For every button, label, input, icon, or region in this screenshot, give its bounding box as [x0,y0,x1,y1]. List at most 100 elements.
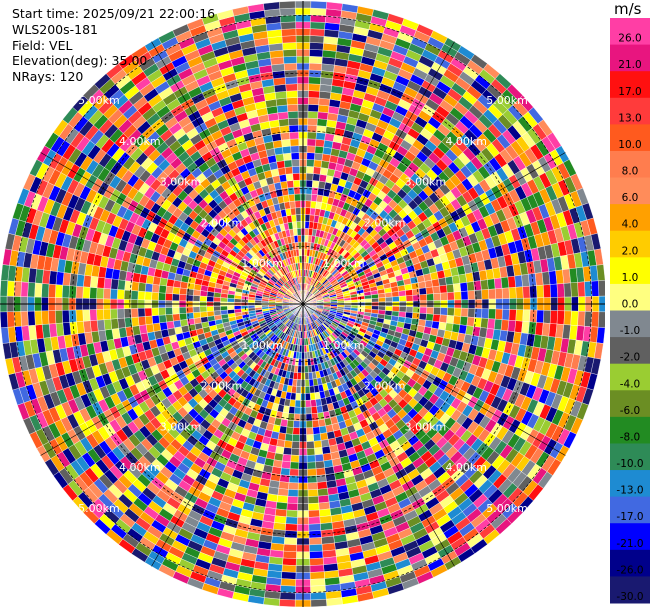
range-gate-cell [288,482,299,491]
range-gate-cell [467,308,476,318]
range-gate-cell [186,312,194,320]
range-gate-cell [199,311,208,318]
range-gate-cell [178,294,187,302]
range-gate-cell [200,316,209,324]
range-gate-cell [90,320,99,333]
range-gate-cell [131,316,140,327]
range-gate-cell [480,317,489,329]
range-gate-cell [96,287,105,299]
range-gate-cell [138,316,147,326]
range-gate-cell [213,306,221,312]
range-gate-cell [481,308,490,319]
range-gate-cell [294,406,301,415]
range-gate-cell [321,445,331,455]
range-gate-cell [522,309,531,322]
range-gate-cell [313,433,322,442]
range-gate-cell [206,306,214,312]
range-gate-cell [439,284,448,294]
range-gate-cell [151,284,160,293]
range-gate-cell [304,365,309,373]
range-gate-cell [591,311,600,328]
range-gate-cell [320,522,333,531]
range-gate-cell [309,564,325,573]
range-gate-cell [433,307,441,315]
range-gate-cell [433,293,441,301]
range-gate-cell [27,310,36,326]
range-gate-cell [501,309,510,321]
range-gate-cell [117,279,126,291]
range-gate-cell [151,307,159,317]
range-gate-cell [75,309,84,322]
range-gate-cell [543,284,551,298]
range-gate-cell [311,413,319,421]
range-gate-cell [320,439,330,448]
range-gate-cell [307,365,313,373]
range-gate-cell [295,386,301,394]
range-gate-cell [144,291,153,301]
range-gate-cell [130,308,139,318]
range-gate-cell [152,276,162,286]
range-gate-cell [316,481,328,490]
range-gate-cell [199,295,208,302]
range-gate-cell [220,305,228,311]
range-gate-cell [385,306,393,312]
range-gate-cell [460,290,469,301]
range-gate-cell [309,42,324,51]
range-gate-cell [305,393,311,401]
range-gate-cell [61,309,70,324]
range-gate-cell [27,282,36,298]
range-gate-cell [282,454,292,463]
range-gate-cell [467,290,476,300]
range-gate-cell [318,97,331,107]
range-gate-cell [286,502,298,511]
range-gate-cell [158,284,167,294]
range-gate-cell [110,308,118,320]
range-gate-cell [186,288,194,296]
range-gate-cell [364,298,372,303]
range-gate-cell [515,309,524,322]
range-gate-cell [507,320,516,333]
range-gate-cell [438,277,447,287]
range-gate-cell [41,310,50,325]
range-gate-cell [397,284,406,292]
range-gate-cell [307,489,319,497]
range-gate-cell [306,173,314,181]
range-gate-cell [412,312,420,320]
range-gate-cell [0,327,10,344]
range-gate-cell [453,291,462,301]
range-gate-cell [307,117,318,126]
range-gate-cell [487,278,496,290]
range-gate-cell [206,296,214,302]
range-gate-cell [283,440,293,449]
range-gate-cell [90,275,99,288]
range-gate-cell [315,460,325,469]
range-gate-cell [314,145,324,154]
range-gate-cell [310,14,326,23]
range-gate-cell [319,425,328,434]
range-gate-cell [172,313,181,322]
range-gate-cell [308,378,314,387]
range-gate-cell [318,418,326,428]
range-gate-cell [307,482,318,491]
range-gate-cell [466,281,475,292]
range-gate-cell [313,440,323,449]
range-gate-cell [137,307,146,318]
range-gate-cell [411,282,420,290]
range-gate-cell [82,309,91,322]
range-gate-cell [305,214,311,222]
range-gate-cell [6,280,15,297]
range-gate-cell [432,285,441,294]
range-gate-cell [398,290,407,297]
range-gate-cell [34,310,43,326]
range-gate-cell [412,306,421,314]
range-gate-cell [285,516,298,525]
range-gate-cell [192,295,201,302]
range-gate-cell [308,537,323,546]
range-gate-cell [172,293,180,301]
range-gate-cell [425,286,434,295]
range-gate-cell [577,311,586,327]
range-gate-cell [292,427,300,435]
range-gate-cell [306,448,316,456]
range-gate-cell [89,309,98,321]
range-gate-cell [306,145,316,154]
